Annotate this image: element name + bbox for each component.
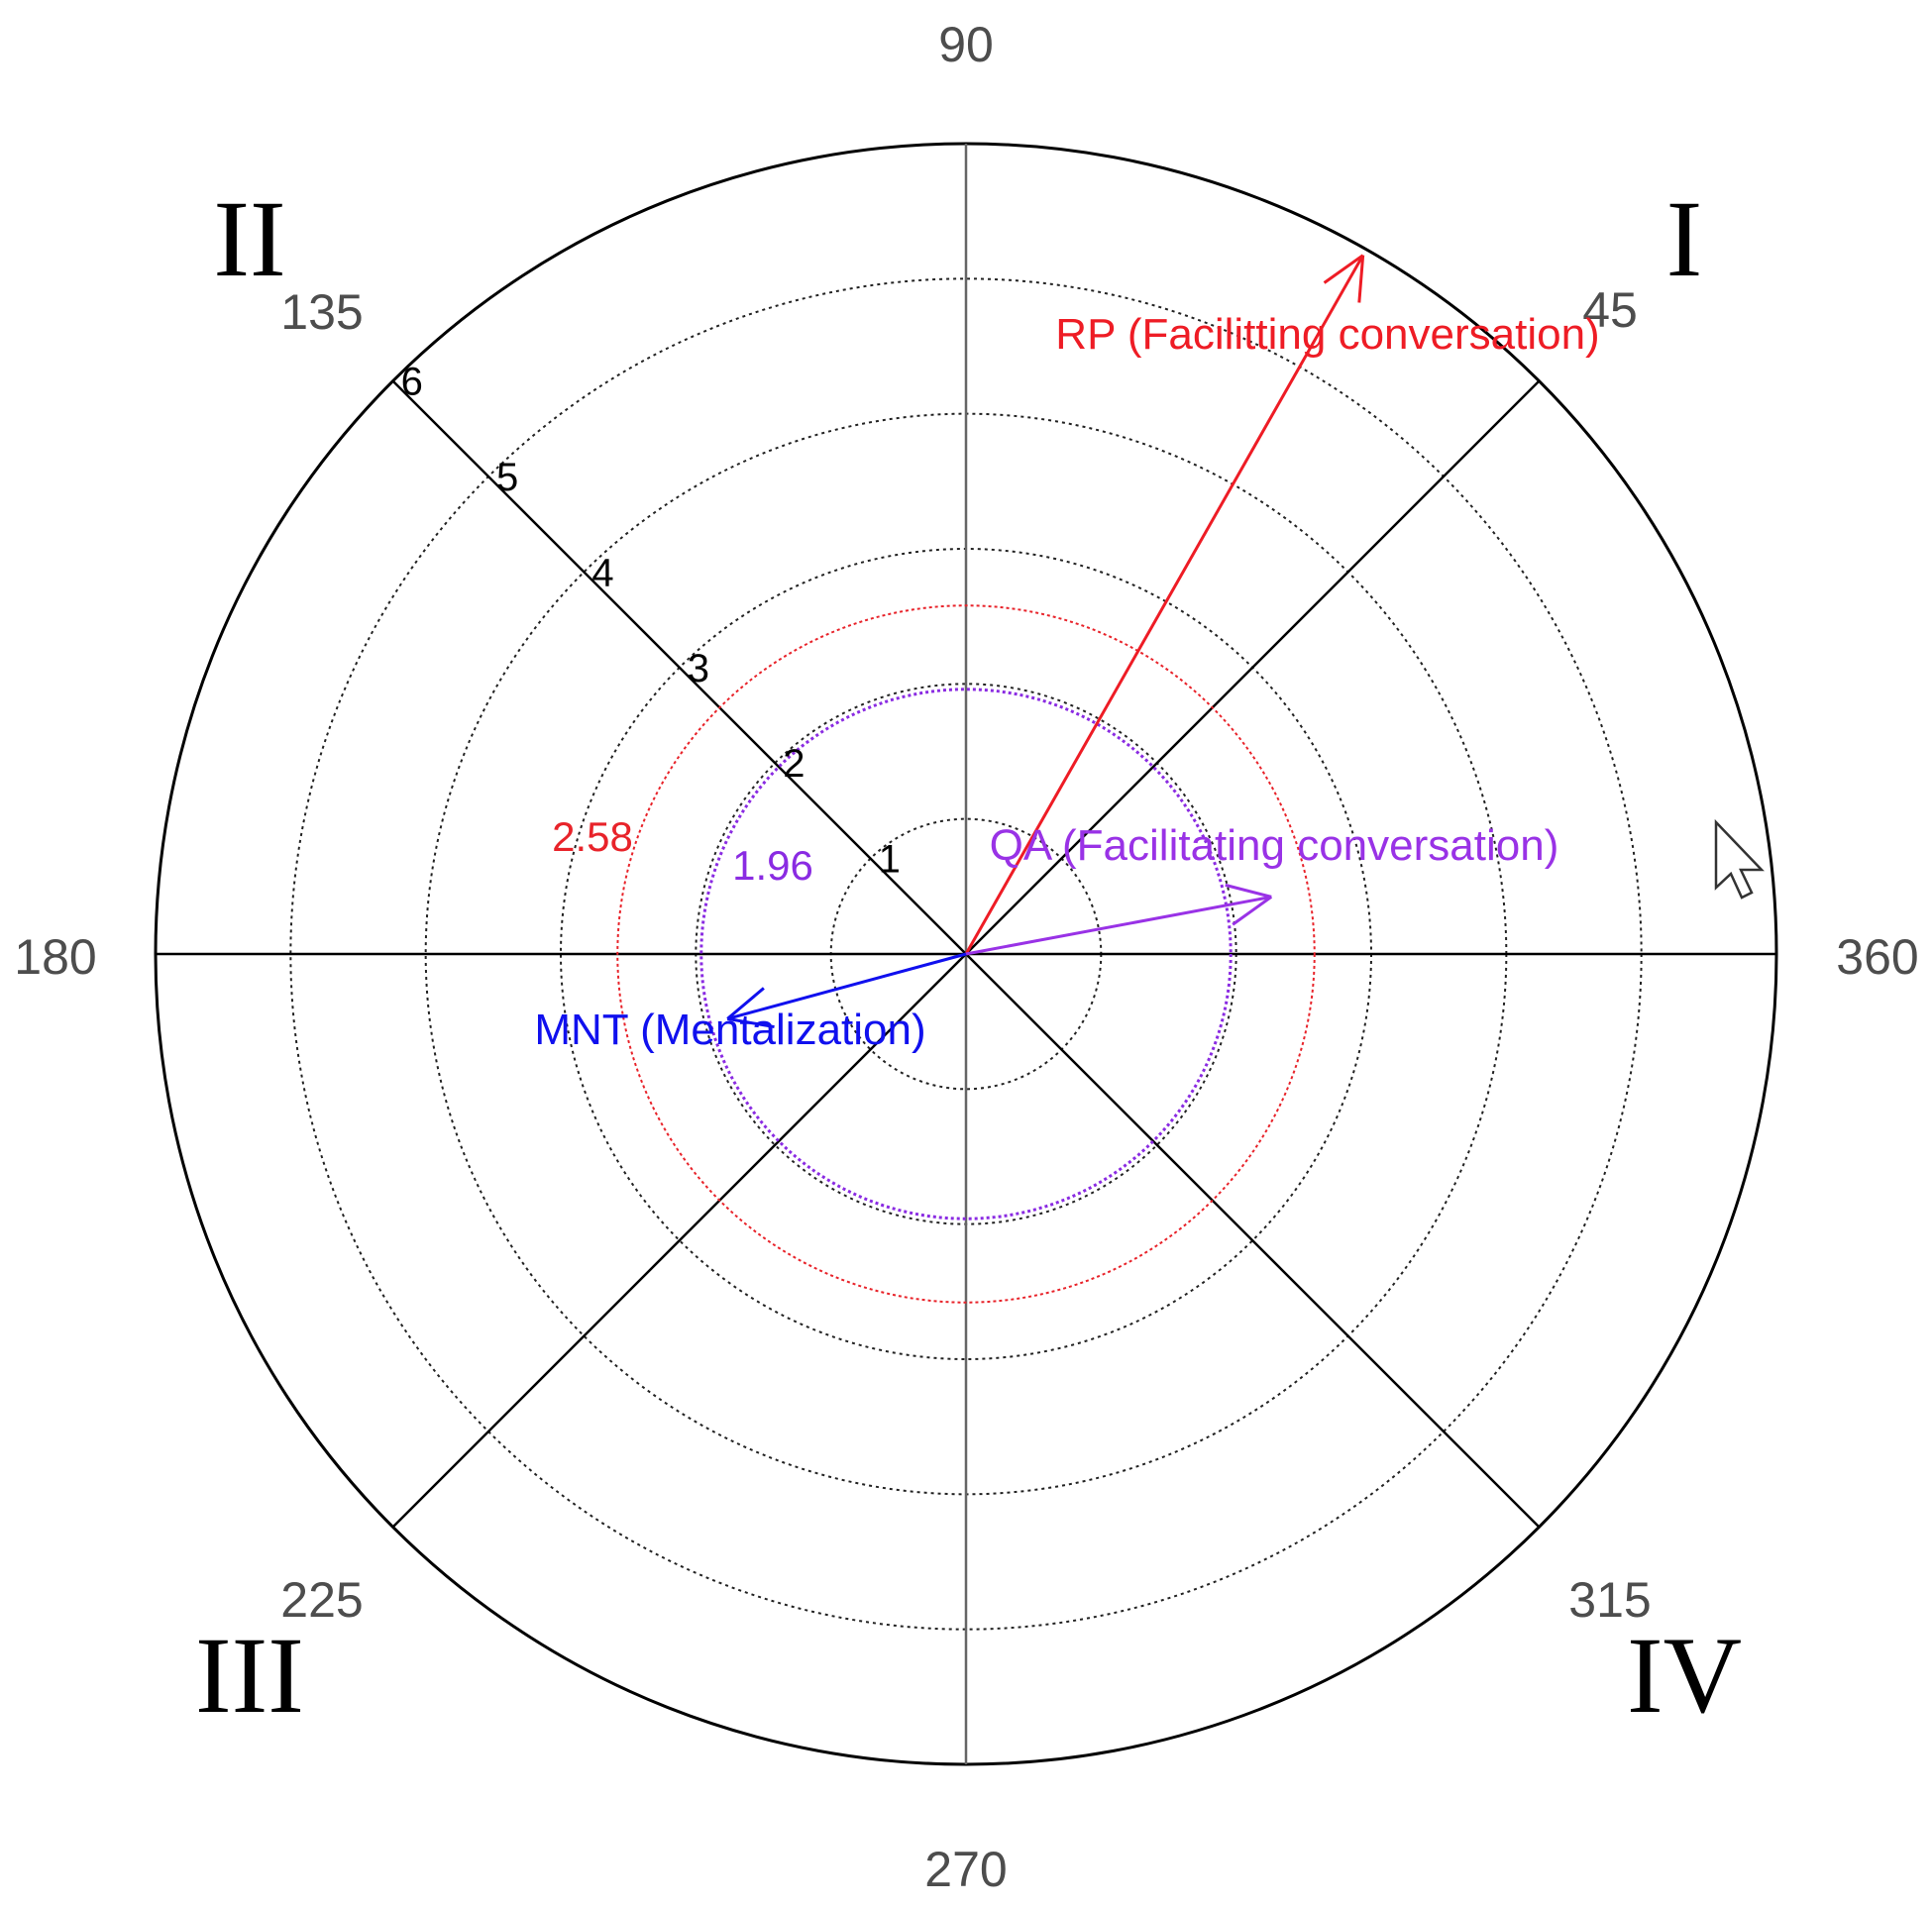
vector-arrowhead [1357, 255, 1365, 303]
quadrant-label: II [213, 178, 285, 299]
radial-tick-label: 2 [783, 742, 805, 786]
radial-tick-label: 1 [879, 838, 901, 882]
quadrant-label: III [195, 1615, 304, 1736]
vector-line [964, 254, 1364, 955]
radial-tick-label: 3 [688, 647, 709, 690]
vector-arrowhead [726, 1016, 775, 1029]
threshold-circle-1.96 [699, 688, 1233, 1220]
radial-tick-label: 6 [401, 361, 423, 404]
quadrant-label: I [1666, 178, 1703, 299]
angle-tick-label: 45 [1582, 282, 1638, 338]
angle-tick-label: 225 [280, 1572, 363, 1628]
radial-tick-label: 4 [591, 551, 613, 594]
radial-tick-label: 5 [496, 456, 518, 499]
angle-tick-label: 135 [280, 284, 363, 340]
vector-label: MNT (Mentalization) [534, 1006, 925, 1054]
arrow-cursor-icon [1714, 818, 1765, 900]
threshold-circle-2.58 [616, 604, 1316, 1304]
quadrant-label: IV [1627, 1615, 1742, 1736]
vector-arrowhead [1225, 883, 1272, 899]
vectors [726, 254, 1365, 1029]
vector-arrowhead [726, 987, 765, 1020]
angle-tick-label: 180 [14, 929, 96, 985]
vector-label: RP (Facilitting conversation) [1055, 310, 1599, 359]
vector-arrowhead [1232, 896, 1273, 926]
vector-arrowhead [1323, 254, 1364, 284]
angle-tick-label: 360 [1836, 929, 1918, 985]
vector-line [726, 952, 967, 1020]
vector-label: QA (Facilitating conversation) [990, 821, 1559, 870]
angle-tick-label: 270 [924, 1842, 1007, 1897]
threshold-label: 1.96 [732, 842, 813, 889]
vector-line [965, 895, 1272, 956]
threshold-circles [616, 604, 1316, 1304]
angle-tick-label: 315 [1568, 1572, 1651, 1628]
angle-tick-label: 90 [938, 17, 994, 72]
threshold-label: 2.58 [552, 813, 633, 860]
